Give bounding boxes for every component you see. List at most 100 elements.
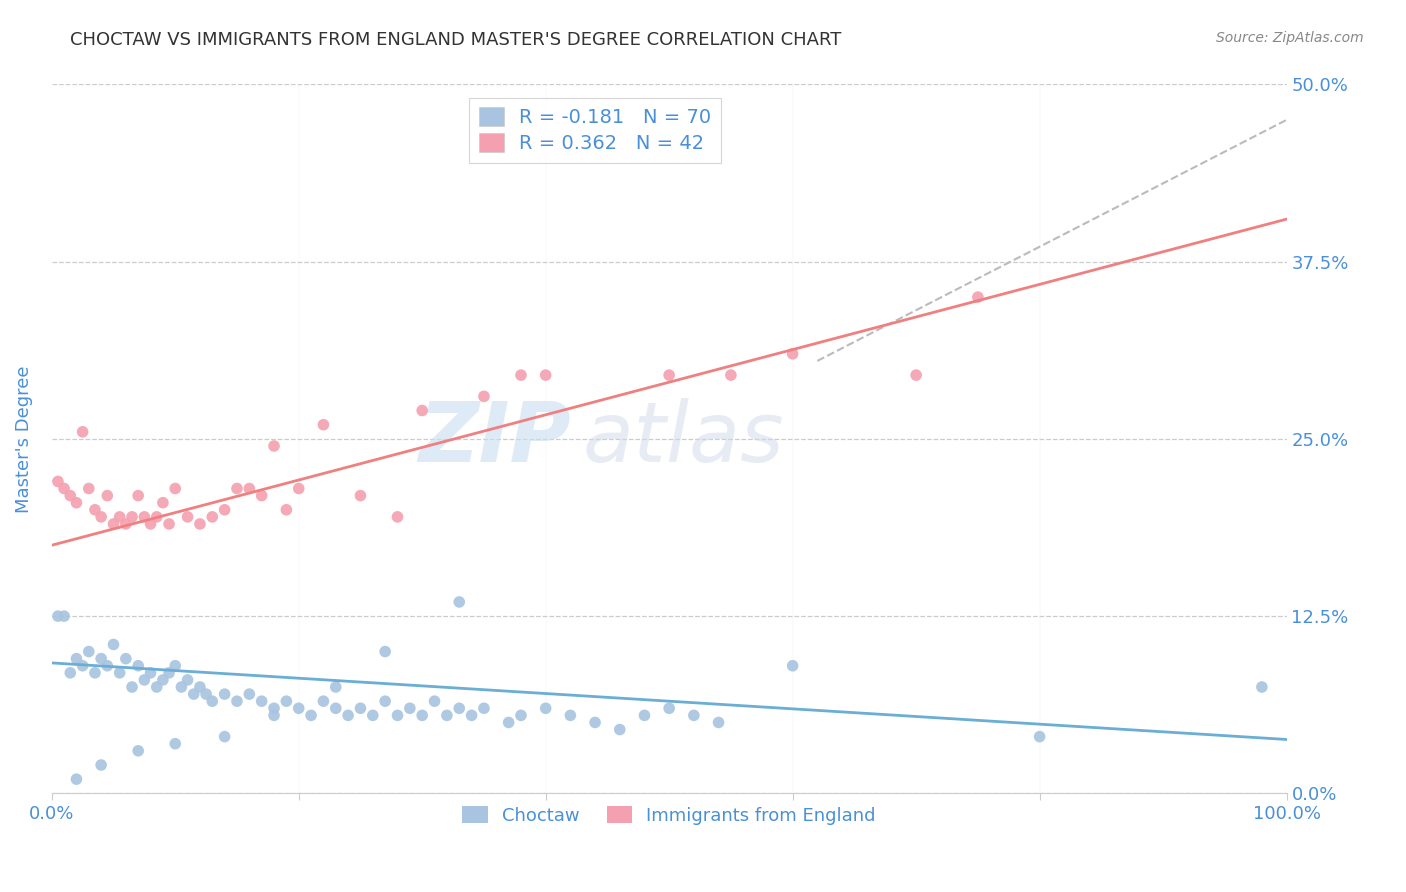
Point [96,489,118,503]
Point [134,509,156,524]
Point [127,744,149,758]
Point [84,503,107,517]
Point [121,680,143,694]
Point [103,638,125,652]
Point [720,368,742,383]
Point [96,658,118,673]
Point [534,701,557,715]
Point [165,482,187,496]
Point [59,489,82,503]
Point [263,701,285,715]
Point [510,708,533,723]
Point [65,496,87,510]
Point [1251,680,1274,694]
Point [299,708,322,723]
Point [108,665,131,680]
Point [905,368,928,383]
Point [411,708,433,723]
Point [77,644,100,658]
Text: ZIP: ZIP [418,399,571,479]
Point [145,509,167,524]
Point [115,651,138,665]
Point [214,687,236,701]
Point [312,694,335,708]
Point [609,723,631,737]
Point [250,489,273,503]
Point [658,701,681,715]
Point [250,694,273,708]
Point [90,758,112,772]
Point [53,482,76,496]
Point [46,475,69,489]
Point [170,680,193,694]
Text: atlas: atlas [582,399,785,479]
Point [633,708,655,723]
Point [46,609,69,624]
Point [337,708,360,723]
Point [658,368,681,383]
Point [583,715,606,730]
Point [411,403,433,417]
Point [134,673,156,687]
Point [967,290,990,304]
Point [157,516,180,531]
Point [108,509,131,524]
Point [449,595,471,609]
Legend: Choctaw, Immigrants from England: Choctaw, Immigrants from England [453,797,884,834]
Point [188,680,211,694]
Point [226,482,249,496]
Point [782,347,804,361]
Point [103,516,125,531]
Point [374,694,396,708]
Point [165,737,187,751]
Point [387,509,409,524]
Point [276,694,298,708]
Point [176,673,198,687]
Point [399,701,422,715]
Point [325,701,347,715]
Point [436,708,458,723]
Point [472,389,495,403]
Point [59,665,82,680]
Point [121,509,143,524]
Point [72,425,94,439]
Point [707,715,730,730]
Point [510,368,533,383]
Point [77,482,100,496]
Point [449,701,471,715]
Point [188,516,211,531]
Point [287,701,309,715]
Point [276,503,298,517]
Point [214,730,236,744]
Point [325,680,347,694]
Point [498,715,520,730]
Point [65,651,87,665]
Point [84,665,107,680]
Point [238,687,260,701]
Point [534,368,557,383]
Point [263,439,285,453]
Point [287,482,309,496]
Point [361,708,384,723]
Text: Source: ZipAtlas.com: Source: ZipAtlas.com [1216,31,1364,45]
Point [683,708,706,723]
Text: CHOCTAW VS IMMIGRANTS FROM ENGLAND MASTER'S DEGREE CORRELATION CHART: CHOCTAW VS IMMIGRANTS FROM ENGLAND MASTE… [70,31,842,49]
Point [226,694,249,708]
Point [115,516,138,531]
Point [139,665,162,680]
Point [201,694,224,708]
Point [165,658,187,673]
Point [312,417,335,432]
Point [152,673,174,687]
Point [90,651,112,665]
Point [374,644,396,658]
Point [72,658,94,673]
Point [201,509,224,524]
Point [460,708,482,723]
Point [90,509,112,524]
Point [238,482,260,496]
Point [176,509,198,524]
Point [263,708,285,723]
Point [183,687,205,701]
Y-axis label: Master's Degree: Master's Degree [15,365,32,513]
